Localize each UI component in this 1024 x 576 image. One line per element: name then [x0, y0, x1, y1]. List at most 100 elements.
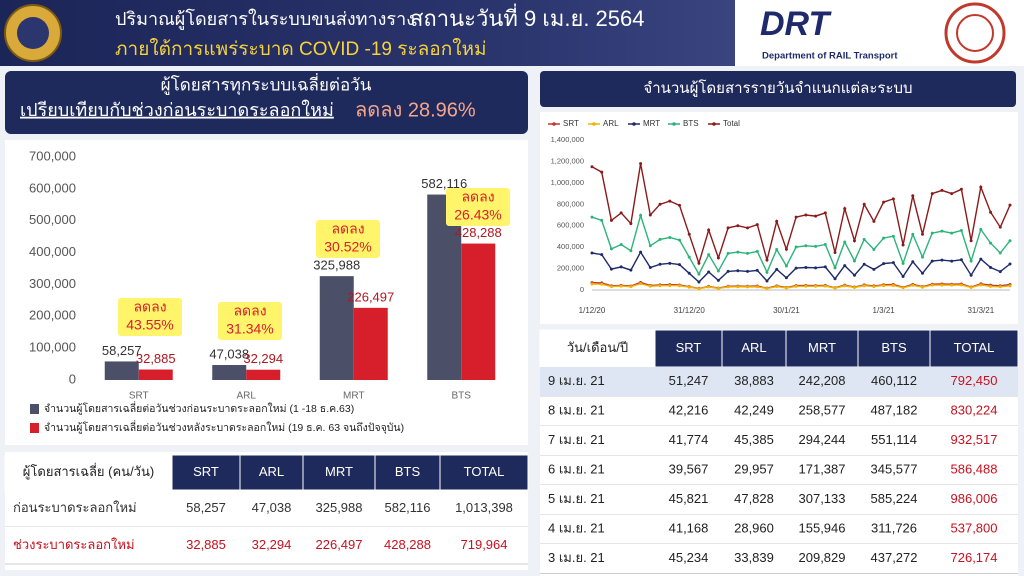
seal-inner	[956, 14, 994, 52]
series-point	[940, 188, 944, 192]
series-point	[891, 284, 895, 287]
series-point	[833, 266, 837, 270]
series-point	[921, 232, 925, 236]
series-point	[852, 239, 856, 243]
series-point	[814, 284, 818, 288]
series-point	[852, 273, 856, 277]
series-point	[775, 267, 779, 271]
legend-label: BTS	[683, 119, 699, 128]
series-point	[658, 284, 662, 288]
series-point	[765, 279, 769, 283]
series-point	[959, 283, 963, 287]
series-point	[804, 266, 808, 269]
series-point	[600, 253, 604, 257]
series-point	[707, 253, 711, 257]
row-bg	[5, 527, 528, 564]
series-point	[930, 283, 934, 287]
series-line	[591, 212, 1011, 276]
series-point	[814, 244, 818, 248]
cell-text: 719,964	[461, 537, 508, 552]
cell-text: 551,114	[871, 432, 917, 447]
row-bg	[5, 490, 528, 527]
series-point	[969, 286, 973, 290]
cell-text: 155,946	[799, 521, 846, 536]
row-bg	[540, 396, 1018, 426]
cell-text: 45,234	[669, 550, 709, 565]
summary-line2: เปรียบเทียบกับช่วงก่อนระบาดระลอกใหม่	[20, 99, 334, 120]
header-cell	[785, 329, 859, 368]
series-point	[755, 285, 759, 289]
value-label: 58,257	[102, 343, 142, 358]
legend-dot	[672, 122, 676, 126]
series-point	[823, 211, 827, 215]
series-point	[921, 255, 925, 259]
cell-text: 42,249	[734, 403, 774, 418]
header-text: SRT	[193, 464, 219, 479]
series-point	[823, 265, 827, 269]
cell-text: 582,116	[384, 500, 430, 515]
y-tick-label: 0	[69, 371, 76, 386]
value-label: 32,294	[243, 351, 283, 366]
series-point	[746, 226, 750, 230]
cell-text: 29,957	[734, 462, 774, 477]
bar	[353, 307, 388, 380]
series-point	[590, 282, 594, 286]
series-point	[921, 271, 925, 275]
cell-text: ช่วงระบาดระลอกใหม่	[13, 537, 135, 552]
y-tick-label: 800,000	[557, 199, 584, 208]
series-point	[862, 284, 866, 288]
series-point	[950, 192, 954, 196]
series-point	[668, 284, 672, 288]
series-line	[591, 250, 1011, 283]
series-point	[716, 278, 720, 282]
header-band	[0, 0, 735, 66]
cell-text: 1,013,398	[455, 500, 513, 515]
series-point	[677, 263, 681, 267]
cell-text: 32,294	[252, 537, 292, 552]
series-point	[872, 219, 876, 223]
series-point	[765, 258, 769, 262]
series-point	[746, 251, 750, 255]
series-point	[852, 286, 856, 290]
y-tick-label: 1,400,000	[551, 135, 584, 144]
cell-text: 792,450	[951, 373, 998, 388]
series-point	[862, 237, 866, 241]
header-cell	[4, 454, 173, 491]
series-point	[901, 261, 905, 265]
annotation-text: 30.52%	[324, 239, 371, 255]
series-point	[687, 232, 691, 236]
series-point	[658, 262, 662, 266]
y-tick-label: 1,200,000	[551, 156, 584, 165]
series-point	[609, 247, 613, 251]
series-point	[746, 269, 750, 273]
series-point	[629, 285, 633, 289]
series-point	[600, 282, 604, 286]
cell-text: 45,385	[734, 432, 774, 447]
cell-text: ก่อนระบาดระลอกใหม่	[13, 500, 137, 515]
series-point	[950, 231, 954, 235]
bar	[461, 243, 496, 380]
legend-swatch	[30, 404, 39, 414]
header-status: สถานะวันที่ 9 เม.ย. 2564	[410, 3, 645, 31]
summary-header-box	[5, 71, 528, 134]
series-point	[823, 242, 827, 246]
series-point	[736, 224, 740, 228]
series-point	[726, 269, 730, 273]
series-point	[755, 268, 759, 272]
logo-text: DRT	[760, 5, 832, 43]
series-point	[940, 229, 944, 233]
series-point	[668, 261, 672, 265]
bar	[246, 369, 281, 380]
series-point	[716, 256, 720, 260]
header-text: MRT	[325, 464, 353, 479]
series-point	[590, 165, 594, 169]
series-point	[901, 243, 905, 247]
series-point	[775, 285, 779, 289]
series-line	[591, 281, 1011, 290]
header-cell	[857, 329, 931, 368]
header-text: ARL	[741, 340, 766, 355]
series-point	[843, 264, 847, 268]
y-tick-label: 400,000	[557, 242, 584, 251]
cell-text: 209,829	[799, 550, 846, 565]
